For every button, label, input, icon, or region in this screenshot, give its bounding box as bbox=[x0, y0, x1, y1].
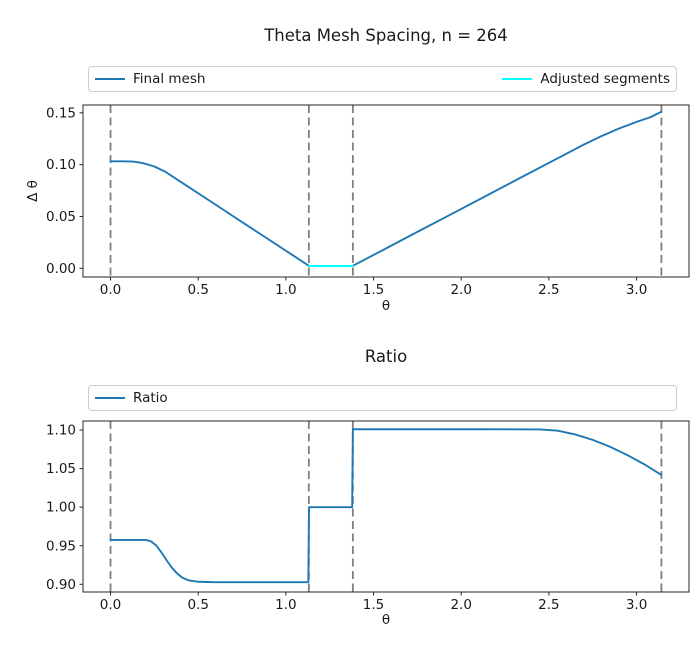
x-tick-label: 1.5 bbox=[363, 597, 384, 613]
x-tick-label: 3.0 bbox=[626, 282, 647, 298]
x-tick-label: 0.0 bbox=[100, 597, 121, 613]
legend-item-ratio: Ratio bbox=[95, 390, 168, 406]
top-y-axis-label: Δ θ bbox=[25, 180, 41, 202]
plot-axes-0: 0.0 0.5 1.0 1.5 2.0 2.5 3.0 0.00 0.05 0.10 0.15 bbox=[46, 104, 690, 298]
final-mesh-line bbox=[109, 110, 663, 267]
ratio-line-swatch bbox=[95, 397, 125, 399]
legend-label: Adjusted segments bbox=[540, 71, 670, 87]
y-tick-label: 0.05 bbox=[46, 209, 76, 225]
x-tick-label: 0.0 bbox=[100, 282, 121, 298]
y-tick-label: 1.05 bbox=[46, 461, 76, 477]
top-plot-title: Theta Mesh Spacing, n = 264 bbox=[264, 26, 508, 45]
x-tick-label: 2.5 bbox=[538, 597, 559, 613]
legend-item-adjusted-segments: Adjusted segments bbox=[502, 71, 670, 87]
y-tick-label: 0.90 bbox=[46, 577, 76, 593]
x-tick-label: 2.5 bbox=[538, 282, 559, 298]
legend-label: Final mesh bbox=[133, 71, 206, 87]
final-mesh-line-swatch bbox=[95, 78, 125, 80]
top-x-axis-label: θ bbox=[381, 298, 391, 314]
plot-axes-1: 0.0 0.5 1.0 1.5 2.0 2.5 3.0 0.90 0.95 1.00 1.05 1.1… bbox=[46, 420, 690, 613]
y-tick-label: 0.00 bbox=[46, 261, 76, 277]
y-tick-label: 0.15 bbox=[46, 105, 76, 121]
y-tick-label: 1.00 bbox=[46, 500, 76, 516]
x-tick-label: 0.5 bbox=[187, 597, 208, 613]
y-tick-label: 1.10 bbox=[46, 423, 76, 439]
top-legend: Final mesh Adjusted segments bbox=[88, 66, 677, 92]
bottom-plot-title: Ratio bbox=[364, 347, 408, 366]
ratio-line bbox=[109, 428, 663, 584]
legend-item-final-mesh: Final mesh bbox=[95, 71, 205, 87]
x-tick-label: 3.0 bbox=[626, 597, 647, 613]
legend-label: Ratio bbox=[133, 390, 168, 406]
x-tick-label: 2.0 bbox=[450, 282, 471, 298]
adjusted-segments-line-swatch bbox=[502, 78, 533, 80]
x-tick-label: 0.5 bbox=[187, 282, 208, 298]
axes-frame bbox=[82, 420, 690, 593]
x-tick-label: 1.5 bbox=[363, 282, 384, 298]
y-tick-label: 0.95 bbox=[46, 538, 76, 554]
x-tick-label: 1.0 bbox=[275, 282, 296, 298]
bottom-x-axis-label: θ bbox=[381, 612, 391, 628]
x-tick-label: 1.0 bbox=[275, 597, 296, 613]
axes-frame bbox=[82, 104, 690, 278]
y-tick-label: 0.10 bbox=[46, 157, 76, 173]
x-tick-label: 2.0 bbox=[450, 597, 471, 613]
bottom-legend: Ratio bbox=[88, 385, 677, 411]
